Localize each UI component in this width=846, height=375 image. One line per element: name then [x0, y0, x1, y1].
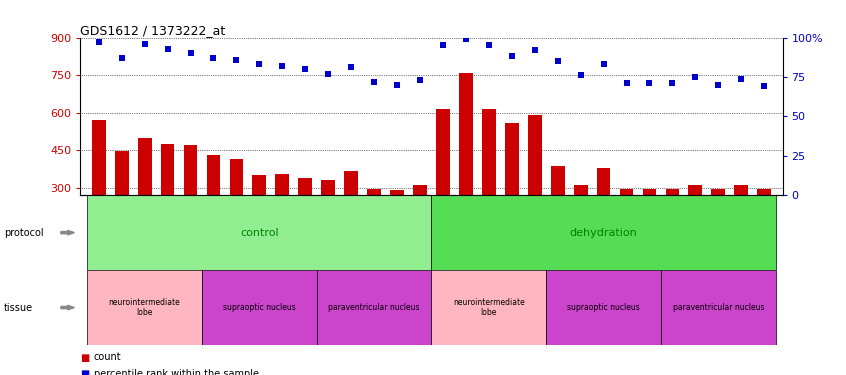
Text: dehydration: dehydration	[569, 228, 637, 238]
Bar	[734, 185, 748, 195]
Text: count: count	[94, 352, 122, 363]
Bar	[184, 145, 197, 195]
Bar	[431, 195, 776, 270]
Bar	[757, 189, 771, 195]
Bar	[689, 185, 702, 195]
Text: percentile rank within the sample: percentile rank within the sample	[94, 369, 259, 375]
Bar	[574, 185, 587, 195]
Bar	[436, 109, 450, 195]
Text: neurointermediate
lobe: neurointermediate lobe	[109, 298, 180, 317]
Bar	[528, 115, 541, 195]
Text: neurointermediate
lobe: neurointermediate lobe	[453, 298, 525, 317]
Text: GDS1612 / 1373222_at: GDS1612 / 1373222_at	[80, 24, 226, 38]
Bar	[321, 180, 335, 195]
Bar	[252, 175, 266, 195]
Text: control: control	[240, 228, 278, 238]
Text: supraoptic nucleus: supraoptic nucleus	[567, 303, 640, 312]
Bar	[505, 123, 519, 195]
Bar	[115, 152, 129, 195]
Text: ■: ■	[80, 369, 90, 375]
Text: ■: ■	[80, 352, 90, 363]
Bar	[547, 270, 661, 345]
Text: paraventricular nucleus: paraventricular nucleus	[673, 303, 764, 312]
Bar	[229, 159, 244, 195]
Bar	[299, 178, 312, 195]
Bar	[666, 189, 679, 195]
Bar	[344, 171, 358, 195]
Text: tissue: tissue	[4, 303, 33, 312]
Bar	[92, 120, 106, 195]
Bar	[202, 270, 316, 345]
Bar	[87, 195, 431, 270]
Bar	[711, 189, 725, 195]
Bar	[482, 109, 496, 195]
Text: supraoptic nucleus: supraoptic nucleus	[223, 303, 296, 312]
Bar	[138, 138, 151, 195]
Bar	[661, 270, 776, 345]
Bar	[431, 270, 547, 345]
Bar	[390, 190, 404, 195]
Bar	[413, 185, 427, 195]
Text: paraventricular nucleus: paraventricular nucleus	[328, 303, 420, 312]
Bar	[459, 72, 473, 195]
Bar	[596, 168, 611, 195]
Bar	[316, 270, 431, 345]
Bar	[161, 144, 174, 195]
Bar	[276, 174, 289, 195]
Text: protocol: protocol	[4, 228, 44, 238]
Bar	[87, 270, 202, 345]
Bar	[367, 189, 381, 195]
Bar	[206, 155, 220, 195]
Bar	[643, 189, 656, 195]
Bar	[619, 189, 634, 195]
Bar	[551, 166, 564, 195]
